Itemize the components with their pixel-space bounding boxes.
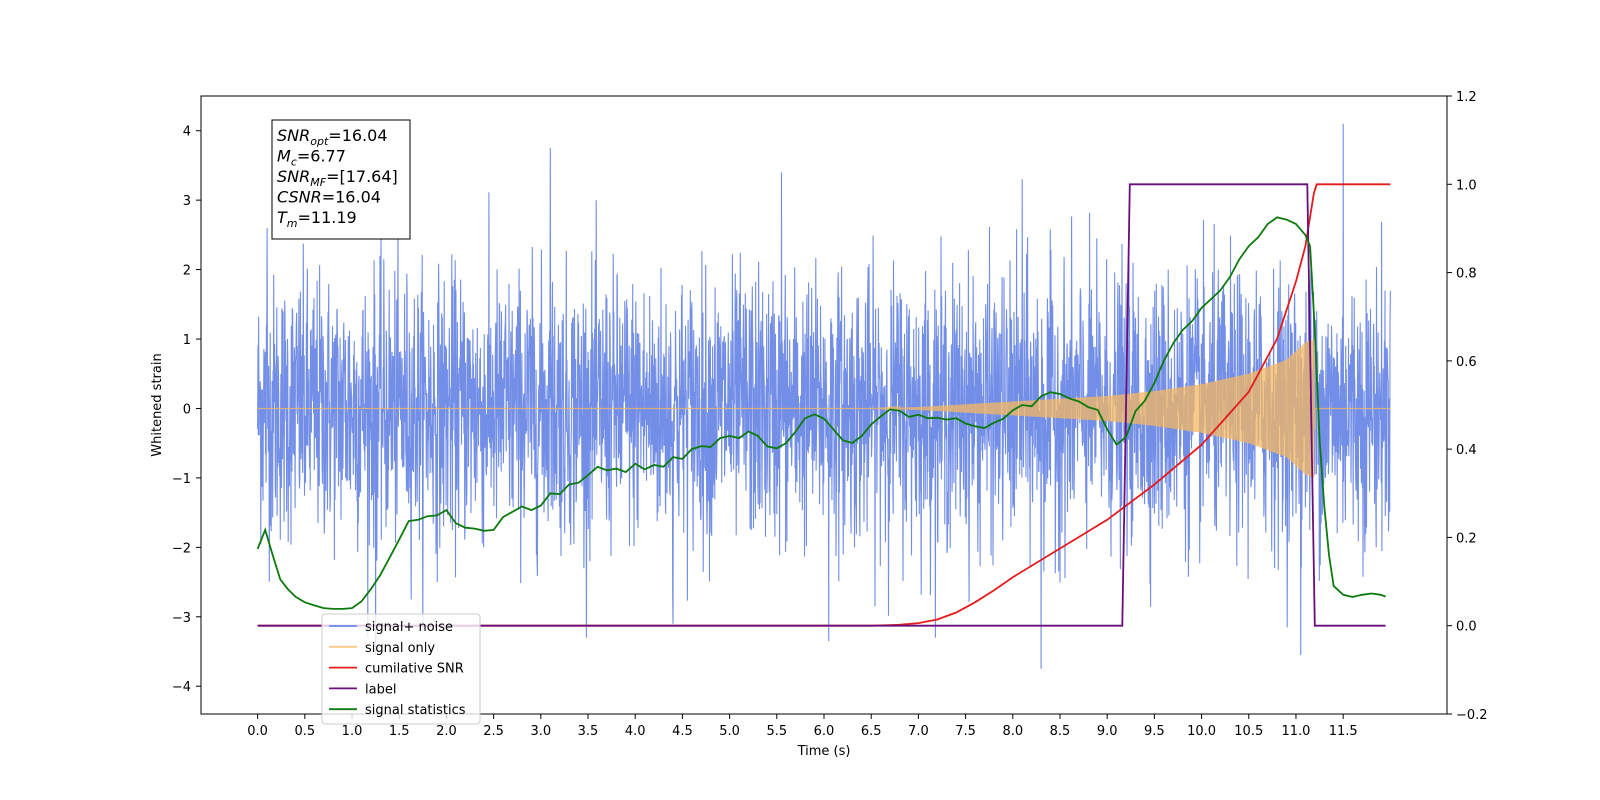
annotation-line: Tm=11.19: [277, 208, 357, 230]
legend-label: label: [365, 682, 396, 697]
x-tick-label: 9.5: [1144, 724, 1165, 739]
annotation-box: SNRopt=16.04Mc=6.77SNRMF=[17.64]CSNR=16.…: [271, 119, 411, 240]
x-tick-label: 3.0: [530, 724, 551, 739]
x-tick-label: 5.0: [719, 724, 740, 739]
y-right-tick-label: 1.2: [1456, 90, 1477, 105]
annotation-line: Mc=6.77: [277, 147, 346, 169]
x-tick-label: 7.5: [955, 724, 976, 739]
x-tick-label: 7.0: [908, 724, 929, 739]
x-tick-label: 10.0: [1187, 724, 1216, 739]
x-tick-label: 1.5: [389, 724, 410, 739]
y-right-tick-label: 0.6: [1456, 355, 1477, 370]
y-right-tick-label: 0.8: [1456, 267, 1477, 282]
series-signal-noise-line: [257, 123, 1391, 669]
x-tick-label: 11.5: [1329, 724, 1358, 739]
series-signal-statistics-line: [256, 216, 1386, 610]
y-tick-label: 0: [183, 402, 191, 417]
y-right-tick-label: −0.2: [1456, 708, 1488, 723]
x-tick-label: 4.5: [672, 724, 693, 739]
y-tick-label: −3: [172, 611, 191, 626]
x-tick-label: 8.5: [1050, 724, 1071, 739]
legend-label: cumilative SNR: [365, 662, 464, 677]
legend-frame: [321, 613, 481, 725]
x-tick-label: 2.0: [436, 724, 457, 739]
x-tick-label: 9.0: [1097, 724, 1118, 739]
series-signal-only-line: [257, 339, 1391, 478]
y-right-tick-label: 0.4: [1456, 443, 1477, 458]
y-tick-label: 1: [183, 333, 191, 348]
y-right-tick-label: 1.0: [1456, 178, 1477, 193]
y-axis-label: Whitened strain: [150, 353, 165, 456]
x-tick-label: 5.5: [766, 724, 787, 739]
annotation-frame: [271, 119, 411, 240]
annotation-line: SNRopt=16.04: [277, 126, 388, 148]
series-cumilative-snr-line: [257, 183, 1391, 627]
ticks-layer: 0.0 0.5 1.0 1.5 2.0 2.5 3.0 3.5 4.0 4.5 5.0 5.5 6.0 6…: [172, 90, 1488, 739]
y-tick-label: −4: [172, 680, 191, 695]
legend-label: signal+ noise: [365, 620, 453, 635]
y-right-tick-label: 0.2: [1456, 531, 1477, 546]
x-tick-label: 2.5: [483, 724, 504, 739]
annotation-line: SNRMF=[17.64]: [277, 167, 398, 189]
x-tick-label: 0.5: [294, 724, 315, 739]
y-tick-label: 4: [183, 125, 191, 140]
annotation-line: CSNR=16.04: [277, 188, 381, 207]
x-axis-label: Time (s): [797, 744, 851, 759]
x-tick-label: 8.0: [1002, 724, 1023, 739]
x-tick-label: 1.0: [342, 724, 363, 739]
legend-label: signal statistics: [365, 703, 466, 718]
y-tick-label: −1: [172, 472, 191, 487]
x-tick-label: 0.0: [247, 724, 268, 739]
y-tick-label: 3: [183, 194, 191, 209]
x-tick-label: 6.5: [861, 724, 882, 739]
x-tick-label: 10.5: [1234, 724, 1263, 739]
y-tick-label: 2: [183, 264, 191, 279]
x-tick-label: 4.0: [625, 724, 646, 739]
y-tick-label: −2: [172, 541, 191, 556]
legend-label: signal only: [365, 641, 435, 656]
y-right-tick-label: 0.0: [1456, 620, 1477, 635]
series-layer: [256, 123, 1391, 669]
x-tick-label: 11.0: [1281, 724, 1310, 739]
x-tick-label: 3.5: [578, 724, 599, 739]
x-tick-label: 6.0: [814, 724, 835, 739]
series-label-line: [257, 183, 1386, 627]
legend: signal+ noise signal only cumilative SNR la…: [321, 613, 481, 725]
